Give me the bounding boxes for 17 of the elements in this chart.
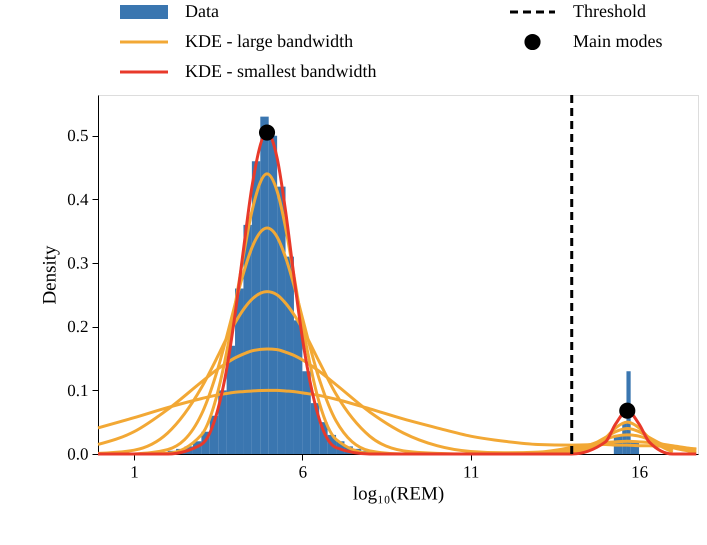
y-axis-title: Density <box>39 244 60 305</box>
legend-label: KDE - large bandwidth <box>185 31 354 51</box>
legend-label: Threshold <box>573 1 646 21</box>
y-tick-label: 0.5 <box>67 126 88 146</box>
legend-label: KDE - smallest bandwidth <box>185 61 376 81</box>
x-tick-label: 1 <box>130 462 139 482</box>
x-tick-label: 16 <box>631 462 648 482</box>
y-tick-label: 0.2 <box>67 317 88 336</box>
x-tick-label: 11 <box>463 462 480 482</box>
legend-label: Data <box>185 1 219 21</box>
y-tick-label: 0.3 <box>67 254 88 273</box>
y-tick-label: 0.0 <box>67 444 88 464</box>
legend-label: Main modes <box>573 31 662 51</box>
y-tick-label: 0.1 <box>67 380 88 400</box>
x-axis-title: log₁₀(REM) <box>352 484 444 504</box>
y-tick-label: 0.4 <box>67 190 89 209</box>
x-tick-label: 6 <box>298 462 308 482</box>
